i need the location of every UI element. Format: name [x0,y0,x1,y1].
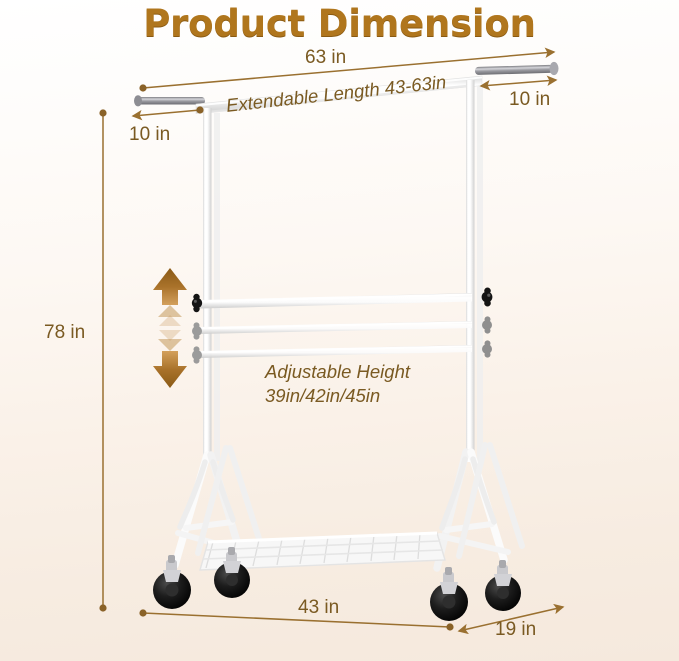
dimline-right-extension [479,75,558,91]
bottom-shelf [199,531,446,571]
caster-rear-left [214,547,250,598]
left-base-leg-rear [195,445,265,556]
label-base-depth: 19 in [495,619,537,640]
dimline-total-width [139,47,556,92]
dimline-base-depth [457,603,565,635]
label-base-width: 43 in [298,597,340,618]
label-adjustable-height: Adjustable Height 39in/42in/45in [265,360,410,407]
right-base-leg-rear [456,442,525,559]
caster-rear-right [485,560,521,611]
dimline-base-width [139,609,454,631]
right-extension-rod [474,61,559,76]
caster-front-left [153,555,191,609]
page-title: Product Dimension [143,2,536,45]
dimension-lines [99,47,565,635]
label-total-width: 63 in [305,47,347,68]
caster-front-right [430,567,468,621]
dimline-left-extension [131,106,204,121]
label-left-extension: 10 in [129,124,171,145]
label-right-extension: 10 in [509,89,551,110]
bar-knobs-right [481,287,493,358]
label-adjustable-height-line2: 39in/42in/45in [265,384,381,406]
left-vertical-post [203,108,220,461]
right-vertical-post [466,80,483,463]
arrow-down-icon [153,330,187,388]
label-total-height: 78 in [44,322,86,343]
arrow-up-icon [153,268,187,326]
left-extension-rod [134,95,205,107]
rack-frame [134,61,559,621]
label-adjustable-height-line1: Adjustable Height [265,361,411,382]
bar-knobs-left [191,293,203,364]
adjustable-bars [199,293,473,358]
